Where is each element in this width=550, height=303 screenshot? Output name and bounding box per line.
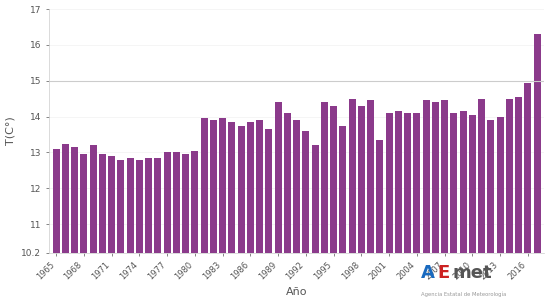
Bar: [80, 154, 87, 253]
Y-axis label: T(C°): T(C°): [6, 117, 15, 145]
Bar: [53, 149, 59, 253]
Bar: [201, 118, 207, 253]
Bar: [155, 158, 161, 253]
Bar: [497, 117, 503, 253]
Bar: [219, 118, 226, 253]
Bar: [330, 106, 337, 253]
Bar: [191, 151, 199, 253]
Bar: [367, 101, 374, 253]
Bar: [126, 158, 134, 253]
Text: E: E: [437, 264, 449, 282]
Bar: [376, 140, 383, 253]
Bar: [136, 160, 143, 253]
Bar: [515, 97, 522, 253]
Bar: [256, 120, 263, 253]
Bar: [534, 34, 541, 253]
Bar: [386, 113, 393, 253]
Bar: [432, 102, 439, 253]
Bar: [358, 106, 365, 253]
Bar: [302, 131, 309, 253]
Bar: [117, 160, 124, 253]
Bar: [487, 120, 494, 253]
Bar: [312, 145, 318, 253]
Bar: [182, 154, 189, 253]
Bar: [108, 156, 115, 253]
Bar: [349, 99, 355, 253]
Text: met: met: [453, 264, 492, 282]
Bar: [210, 120, 217, 253]
Bar: [506, 99, 513, 253]
Bar: [173, 152, 180, 253]
Bar: [266, 129, 272, 253]
Bar: [247, 122, 254, 253]
Text: Agencia Estatal de Meteorología: Agencia Estatal de Meteorología: [421, 291, 506, 297]
Bar: [293, 120, 300, 253]
Bar: [90, 145, 97, 253]
Bar: [71, 147, 78, 253]
Bar: [441, 101, 448, 253]
Bar: [404, 113, 411, 253]
Bar: [395, 111, 402, 253]
Bar: [164, 152, 170, 253]
Bar: [321, 102, 328, 253]
Bar: [524, 82, 531, 253]
Bar: [238, 125, 245, 253]
Bar: [460, 111, 466, 253]
Bar: [414, 113, 420, 253]
Bar: [62, 144, 69, 253]
Bar: [274, 102, 282, 253]
Bar: [284, 113, 291, 253]
Bar: [469, 115, 476, 253]
Text: A: A: [421, 264, 434, 282]
Bar: [99, 154, 106, 253]
Bar: [450, 113, 457, 253]
Bar: [145, 158, 152, 253]
Bar: [478, 99, 485, 253]
Bar: [422, 101, 430, 253]
Bar: [228, 122, 235, 253]
X-axis label: Año: Año: [286, 288, 307, 298]
Bar: [339, 125, 347, 253]
